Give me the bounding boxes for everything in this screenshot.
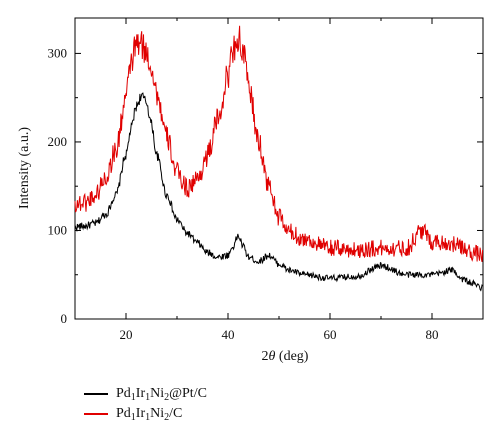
x-tick-label: 60 [324, 327, 337, 342]
tick-labels: 20 40 60 80 0 100 200 300 [48, 45, 439, 342]
legend-item-red: Pd1Ir1Ni2/C [84, 404, 207, 424]
series-layer [74, 25, 484, 292]
x-axis-title: 2θ (deg) [262, 349, 309, 364]
legend: Pd1Ir1Ni2@Pt/C Pd1Ir1Ni2/C [84, 384, 207, 424]
y-axis-title: Intensity (a.u.) [17, 127, 32, 209]
x-tick-label: 20 [120, 327, 133, 342]
y-tick-label: 0 [61, 311, 68, 326]
y-tick-label: 100 [48, 222, 68, 237]
series-line-red [74, 25, 484, 262]
y-tick-label: 200 [48, 134, 68, 149]
x-tick-label: 80 [426, 327, 439, 342]
legend-swatch-red [84, 413, 108, 415]
axis-ticks [74, 18, 484, 320]
legend-label-black: Pd1Ir1Ni2@Pt/C [116, 385, 207, 403]
legend-item-black: Pd1Ir1Ni2@Pt/C [84, 384, 207, 404]
legend-label-red: Pd1Ir1Ni2/C [116, 405, 183, 423]
series-line-black [74, 92, 483, 292]
legend-swatch-black [84, 393, 108, 395]
y-tick-label: 300 [48, 45, 68, 60]
x-tick-label: 40 [222, 327, 235, 342]
